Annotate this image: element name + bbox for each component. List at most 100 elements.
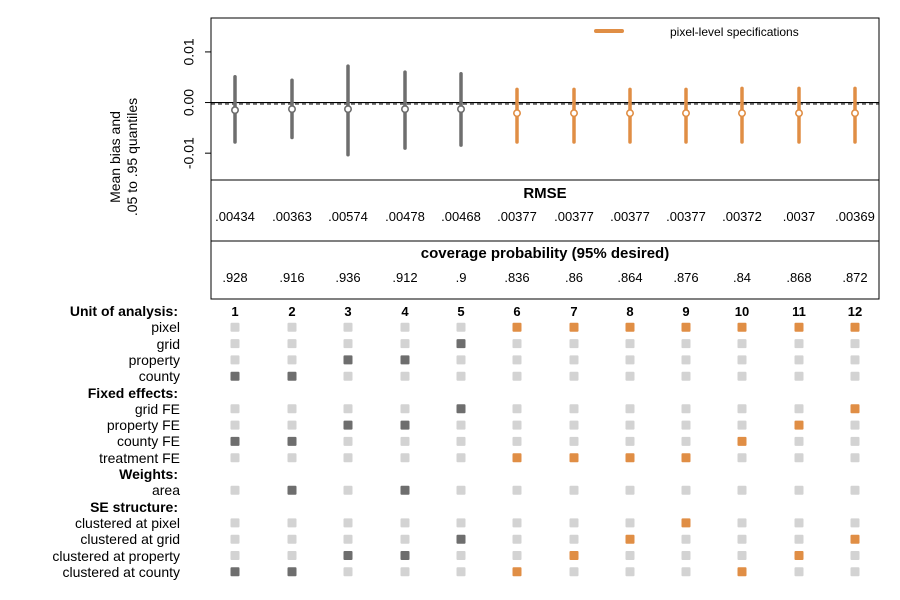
spec-number-10: 10 bbox=[735, 304, 749, 319]
spec-marker-inactive bbox=[569, 404, 579, 414]
spec-marker-inactive bbox=[569, 420, 579, 430]
spec-row-label: property bbox=[128, 351, 180, 368]
spec-marker-active bbox=[850, 534, 860, 544]
coverage-value-7: .86 bbox=[565, 270, 583, 285]
spec-marker-inactive bbox=[625, 551, 635, 560]
spec-marker-inactive bbox=[230, 404, 240, 414]
spec-marker-inactive bbox=[400, 567, 410, 577]
spec-row-label: county bbox=[138, 368, 180, 385]
spec-row-label: clustered at county bbox=[62, 563, 180, 580]
spec-marker-active bbox=[569, 551, 579, 560]
spec-marker-inactive bbox=[512, 371, 522, 381]
spec-marker-inactive bbox=[456, 453, 466, 463]
coverage-value-11: .868 bbox=[786, 270, 811, 285]
mean-bias-point-5 bbox=[456, 105, 465, 114]
coverage-panel-frame bbox=[210, 240, 880, 300]
spec-marker-inactive bbox=[681, 534, 691, 544]
spec-marker-inactive bbox=[456, 551, 466, 560]
coverage-value-12: .872 bbox=[842, 270, 867, 285]
spec-marker-inactive bbox=[400, 534, 410, 544]
spec-marker-active bbox=[794, 551, 804, 560]
mean-bias-point-12 bbox=[850, 109, 859, 118]
spec-marker-inactive bbox=[794, 518, 804, 528]
spec-marker-active bbox=[850, 322, 860, 332]
spec-marker-inactive bbox=[569, 518, 579, 528]
spec-marker-inactive bbox=[737, 371, 747, 381]
spec-marker-inactive bbox=[681, 371, 691, 381]
spec-marker-active bbox=[456, 534, 466, 544]
spec-marker-active bbox=[287, 567, 297, 577]
rmse-value-4: .00478 bbox=[385, 209, 425, 224]
spec-marker-inactive bbox=[343, 404, 353, 414]
mean-bias-point-6 bbox=[512, 109, 521, 118]
spec-row-label: grid FE bbox=[134, 400, 180, 417]
spec-marker-inactive bbox=[512, 355, 522, 365]
spec-marker-inactive bbox=[625, 420, 635, 430]
spec-marker-inactive bbox=[850, 551, 860, 560]
rmse-value-10: .00372 bbox=[722, 209, 762, 224]
spec-marker-inactive bbox=[625, 339, 635, 349]
spec-marker-inactive bbox=[850, 567, 860, 577]
coverage-value-4: .912 bbox=[392, 270, 417, 285]
spec-marker-inactive bbox=[794, 485, 804, 495]
spec-marker-inactive bbox=[737, 518, 747, 528]
spec-marker-inactive bbox=[400, 436, 410, 446]
spec-number-6: 6 bbox=[513, 304, 520, 319]
rmse-value-6: .00377 bbox=[497, 209, 537, 224]
mean-bias-point-4 bbox=[400, 105, 409, 114]
spec-marker-inactive bbox=[850, 518, 860, 528]
mean-bias-point-3 bbox=[343, 105, 352, 114]
spec-marker-inactive bbox=[737, 534, 747, 544]
spec-marker-active bbox=[794, 322, 804, 332]
spec-marker-inactive bbox=[569, 371, 579, 381]
spec-number-5: 5 bbox=[457, 304, 464, 319]
spec-number-8: 8 bbox=[626, 304, 633, 319]
coverage-value-10: .84 bbox=[733, 270, 751, 285]
coverage-value-8: .864 bbox=[617, 270, 642, 285]
rmse-value-5: .00468 bbox=[441, 209, 481, 224]
spec-marker-inactive bbox=[287, 551, 297, 560]
spec-marker-active bbox=[287, 371, 297, 381]
spec-marker-inactive bbox=[850, 355, 860, 365]
mean-bias-point-7 bbox=[569, 109, 578, 118]
spec-marker-inactive bbox=[737, 453, 747, 463]
spec-marker-active bbox=[512, 453, 522, 463]
spec-marker-inactive bbox=[287, 404, 297, 414]
mean-bias-point-11 bbox=[794, 109, 803, 118]
mean-bias-point-1 bbox=[231, 106, 240, 115]
spec-marker-inactive bbox=[794, 436, 804, 446]
spec-marker-inactive bbox=[737, 485, 747, 495]
section-header: Fixed effects: bbox=[87, 384, 178, 401]
spec-marker-inactive bbox=[681, 436, 691, 446]
spec-marker-inactive bbox=[230, 322, 240, 332]
specification-matrix: 1 2 3 4 5 6 7 8 9 10 11 12 bbox=[230, 304, 862, 577]
rmse-value-8: .00377 bbox=[610, 209, 650, 224]
spec-marker-inactive bbox=[850, 339, 860, 349]
spec-row-label: clustered at property bbox=[52, 547, 180, 564]
spec-marker-inactive bbox=[343, 567, 353, 577]
spec-marker-inactive bbox=[230, 534, 240, 544]
spec-marker-active bbox=[625, 534, 635, 544]
spec-marker-inactive bbox=[794, 534, 804, 544]
spec-marker-inactive bbox=[625, 485, 635, 495]
spec-marker-inactive bbox=[850, 420, 860, 430]
spec-number-3: 3 bbox=[344, 304, 351, 319]
spec-marker-inactive bbox=[625, 567, 635, 577]
spec-marker-inactive bbox=[287, 453, 297, 463]
spec-marker-inactive bbox=[512, 534, 522, 544]
spec-row-label: county FE bbox=[116, 433, 180, 450]
spec-marker-active bbox=[456, 404, 466, 414]
spec-row-label: clustered at grid bbox=[80, 531, 180, 548]
spec-marker-inactive bbox=[794, 567, 804, 577]
spec-marker-active bbox=[681, 322, 691, 332]
spec-marker-active bbox=[625, 322, 635, 332]
spec-marker-inactive bbox=[681, 485, 691, 495]
spec-marker-active bbox=[512, 322, 522, 332]
spec-marker-inactive bbox=[850, 485, 860, 495]
spec-marker-active bbox=[343, 551, 353, 560]
spec-marker-inactive bbox=[625, 355, 635, 365]
spec-marker-inactive bbox=[737, 339, 747, 349]
spec-marker-inactive bbox=[681, 404, 691, 414]
spec-marker-inactive bbox=[737, 355, 747, 365]
mean-bias-point-9 bbox=[681, 109, 690, 118]
